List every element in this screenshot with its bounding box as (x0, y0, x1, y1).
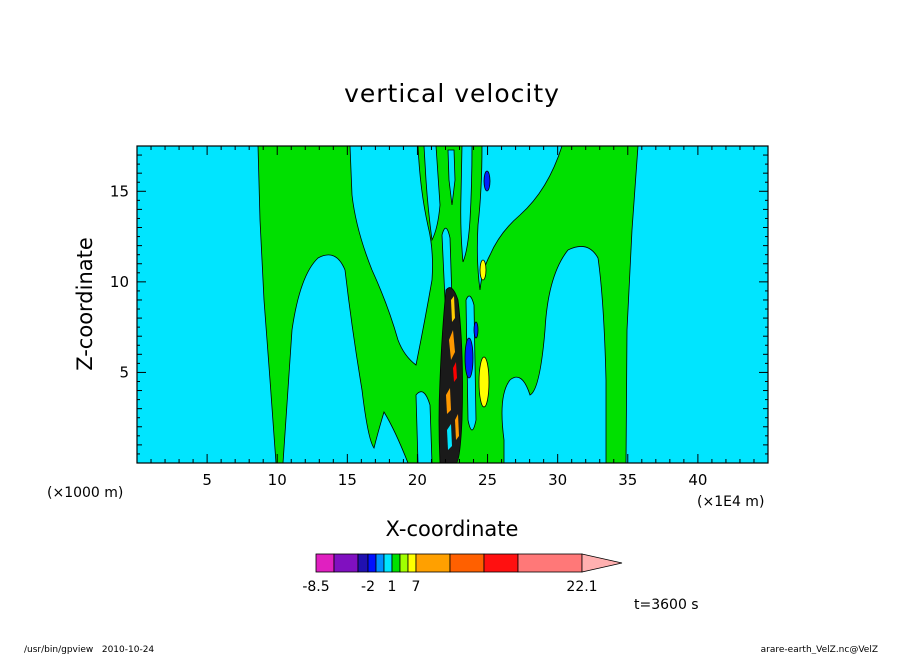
cyan-region-right-lobe (501, 246, 607, 463)
orange-patch-4 (455, 414, 459, 440)
footer-right: arare-earth_VelZ.nc@VelZ (761, 645, 878, 654)
x-unit-right: (×1E4 m) (697, 494, 764, 510)
x-tick-label: 15 (338, 471, 357, 489)
colorbar-segment (315, 553, 335, 573)
y-tick-label: 10 (110, 273, 129, 291)
colorbar-segment (483, 553, 519, 573)
x-tick-label: 5 (202, 471, 212, 489)
colorbar-segment (333, 553, 359, 573)
cyan-region-upper-left (349, 146, 433, 366)
blue-patch-2 (464, 337, 474, 379)
colorbar-segment (383, 553, 393, 573)
plot-frame (136, 145, 769, 464)
blue-patch-1 (483, 170, 491, 192)
cyan-streak-2 (460, 146, 473, 263)
colorbar-arrow (581, 553, 623, 573)
cyan-core-spot (447, 424, 452, 450)
footer-left: /usr/bin/gpview 2010-10-24 (24, 645, 154, 654)
yellow-patch-1 (478, 356, 490, 408)
x-tick-label: 40 (688, 471, 707, 489)
chart-title: vertical velocity (344, 79, 560, 108)
colorbar-segment (375, 553, 385, 573)
yellow-patch-2 (479, 259, 487, 281)
colorbar-labels: -8.5 -2 1 7 22.1 (302, 579, 597, 595)
colorbar-segment (357, 553, 369, 573)
x-unit-left: (×1000 m) (47, 485, 123, 501)
y-tick-label: 15 (110, 182, 129, 200)
cyan-region-left-lobe (282, 254, 409, 463)
colorbar-segment (367, 553, 377, 573)
cyan-streak-1 (423, 146, 441, 242)
y-tick-label: 5 (119, 363, 129, 381)
x-tick-label: 30 (548, 471, 567, 489)
red-patch-1 (453, 362, 457, 382)
time-label: t=3600 s (634, 597, 699, 613)
x-tick-label: 25 (478, 471, 497, 489)
colorbar (315, 553, 623, 573)
colorbar-label: 7 (412, 579, 421, 595)
colorbar-segment (415, 553, 451, 573)
colorbar-label: 1 (388, 579, 397, 595)
x-tick-label: 35 (618, 471, 637, 489)
orange-patch-3 (451, 296, 455, 322)
colorbar-label: 22.1 (566, 579, 597, 595)
contour-field (137, 146, 768, 463)
cyan-streak-6 (415, 391, 433, 463)
cyan-streak-3 (447, 149, 456, 206)
orange-patch-2 (446, 388, 451, 414)
blue-patch-3 (473, 321, 479, 339)
y-axis-label: Z-coordinate (73, 237, 97, 371)
colorbar-segment (449, 553, 485, 573)
colorbar-label: -2 (361, 579, 375, 595)
y-axis-ticks: 5 10 15 (110, 154, 768, 455)
orange-patch-1 (449, 330, 455, 360)
colorbar-segment (399, 553, 409, 573)
x-tick-label: 10 (268, 471, 287, 489)
x-tick-label: 20 (408, 471, 427, 489)
colorbar-segment (407, 553, 417, 573)
colorbar-segment (517, 553, 583, 573)
x-axis-label: X-coordinate (386, 517, 519, 541)
colorbar-label: -8.5 (302, 579, 329, 595)
x-axis-ticks: 5 10 15 20 25 30 35 40 (150, 146, 755, 489)
colorbar-segment (391, 553, 401, 573)
